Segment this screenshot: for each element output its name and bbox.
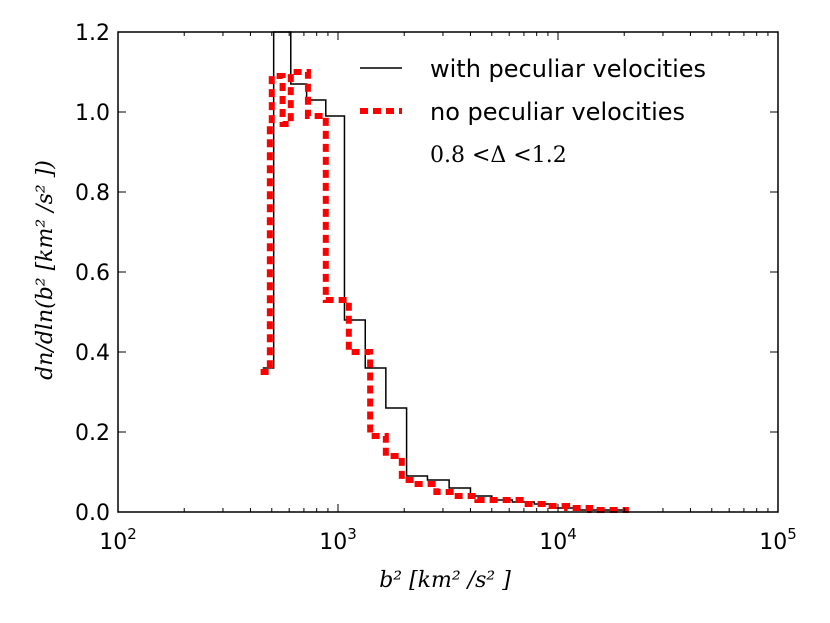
x-tick-label: 105	[759, 525, 797, 555]
y-tick-label: 1.2	[75, 21, 110, 46]
y-tick-label: 1.0	[75, 101, 110, 126]
series-layer	[260, 31, 629, 513]
y-tick-label: 0.6	[75, 261, 110, 286]
legend-label-no-peculiar-velocities: no peculiar velocities	[430, 98, 685, 126]
x-tick-label: 103	[319, 525, 357, 555]
annotation-density-range: 0.8 <Δ <1.2	[430, 143, 567, 168]
x-axis-label: b² [km² /s² ]	[379, 568, 511, 593]
legend: with peculiar velocities no peculiar vel…	[360, 55, 706, 168]
ticks-layer: 102 103 104 105 0.0 0.2 0.4 0.6 0.8 1.0 1.2	[75, 21, 797, 555]
y-tick-label: 0.2	[75, 421, 110, 446]
series-line-no-peculiar-velocities	[260, 69, 629, 513]
y-tick-label: 0.8	[75, 181, 110, 206]
x-tick-label: 102	[99, 525, 137, 555]
x-tick-label: 104	[539, 525, 577, 555]
y-tick-label: 0.4	[75, 341, 110, 366]
legend-label-with-peculiar-velocities: with peculiar velocities	[430, 55, 706, 83]
y-axis-label: dn/dln(b² [km² /s² ])	[33, 160, 58, 380]
y-tick-label: 0.0	[75, 501, 110, 526]
